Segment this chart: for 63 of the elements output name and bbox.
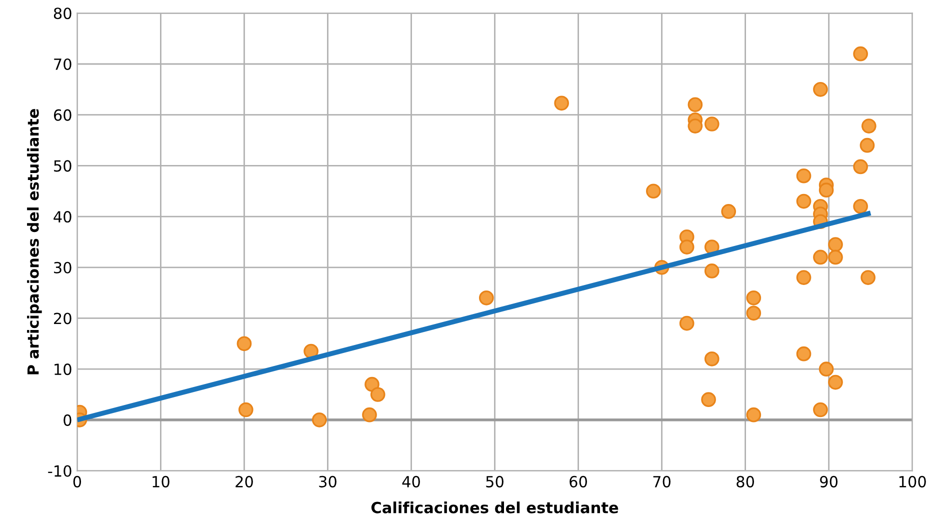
x-tick-label: 60 (570, 476, 587, 488)
point (796, 168, 812, 184)
x-tick-label: 90 (820, 476, 838, 488)
x-axis-title: Calificaciones del estudiante (371, 502, 618, 514)
point (238, 402, 254, 418)
y-axis-title: P articipaciones del estudiante (27, 109, 42, 374)
point (746, 306, 762, 321)
point (688, 118, 703, 134)
y-tick-label: 40 (54, 211, 72, 223)
point (304, 344, 318, 359)
point (704, 264, 720, 278)
point (796, 346, 812, 362)
point (554, 96, 569, 111)
point (646, 184, 661, 199)
point (679, 240, 694, 254)
y-tick-label: 10 (54, 364, 72, 376)
point (701, 392, 716, 408)
y-tick-label: -10 (48, 465, 72, 477)
point (478, 290, 494, 306)
point (746, 407, 762, 422)
y-tick-label: 20 (54, 312, 72, 324)
point (312, 412, 327, 428)
y-tick-label: 80 (54, 8, 72, 20)
point (364, 376, 380, 392)
x-tick-label: 50 (486, 476, 504, 488)
y-tick-label: 0 (64, 414, 72, 426)
point (860, 270, 876, 285)
point (813, 82, 828, 97)
point (853, 159, 868, 174)
point (796, 194, 812, 209)
point (704, 116, 720, 132)
x-tick-label: 100 (899, 476, 926, 488)
point (828, 374, 843, 390)
y-tick-label: 50 (54, 160, 72, 172)
point (828, 250, 843, 265)
point (721, 204, 736, 219)
y-tick-label: 70 (54, 58, 72, 70)
point (818, 362, 834, 376)
point (813, 250, 828, 265)
y-tick-label: 30 (54, 262, 72, 274)
point (746, 290, 762, 306)
x-tick-label: 10 (152, 476, 170, 488)
x-tick-label: 70 (653, 476, 670, 488)
point (813, 402, 828, 418)
point (860, 138, 875, 153)
point (796, 270, 812, 285)
point (818, 182, 834, 198)
point (853, 198, 868, 214)
point (828, 237, 843, 252)
y-tick-label: 60 (54, 109, 72, 121)
point (370, 387, 386, 402)
x-tick-label: 0 (73, 476, 82, 488)
point (679, 316, 694, 331)
point (688, 97, 703, 112)
point (853, 46, 868, 62)
x-tick-label: 20 (236, 476, 253, 488)
point (362, 407, 377, 422)
point (704, 351, 720, 366)
x-tick-label: 80 (736, 476, 754, 488)
point (236, 336, 252, 352)
x-tick-label: 30 (319, 476, 336, 488)
point (861, 118, 876, 134)
x-tick-label: 40 (402, 476, 420, 488)
